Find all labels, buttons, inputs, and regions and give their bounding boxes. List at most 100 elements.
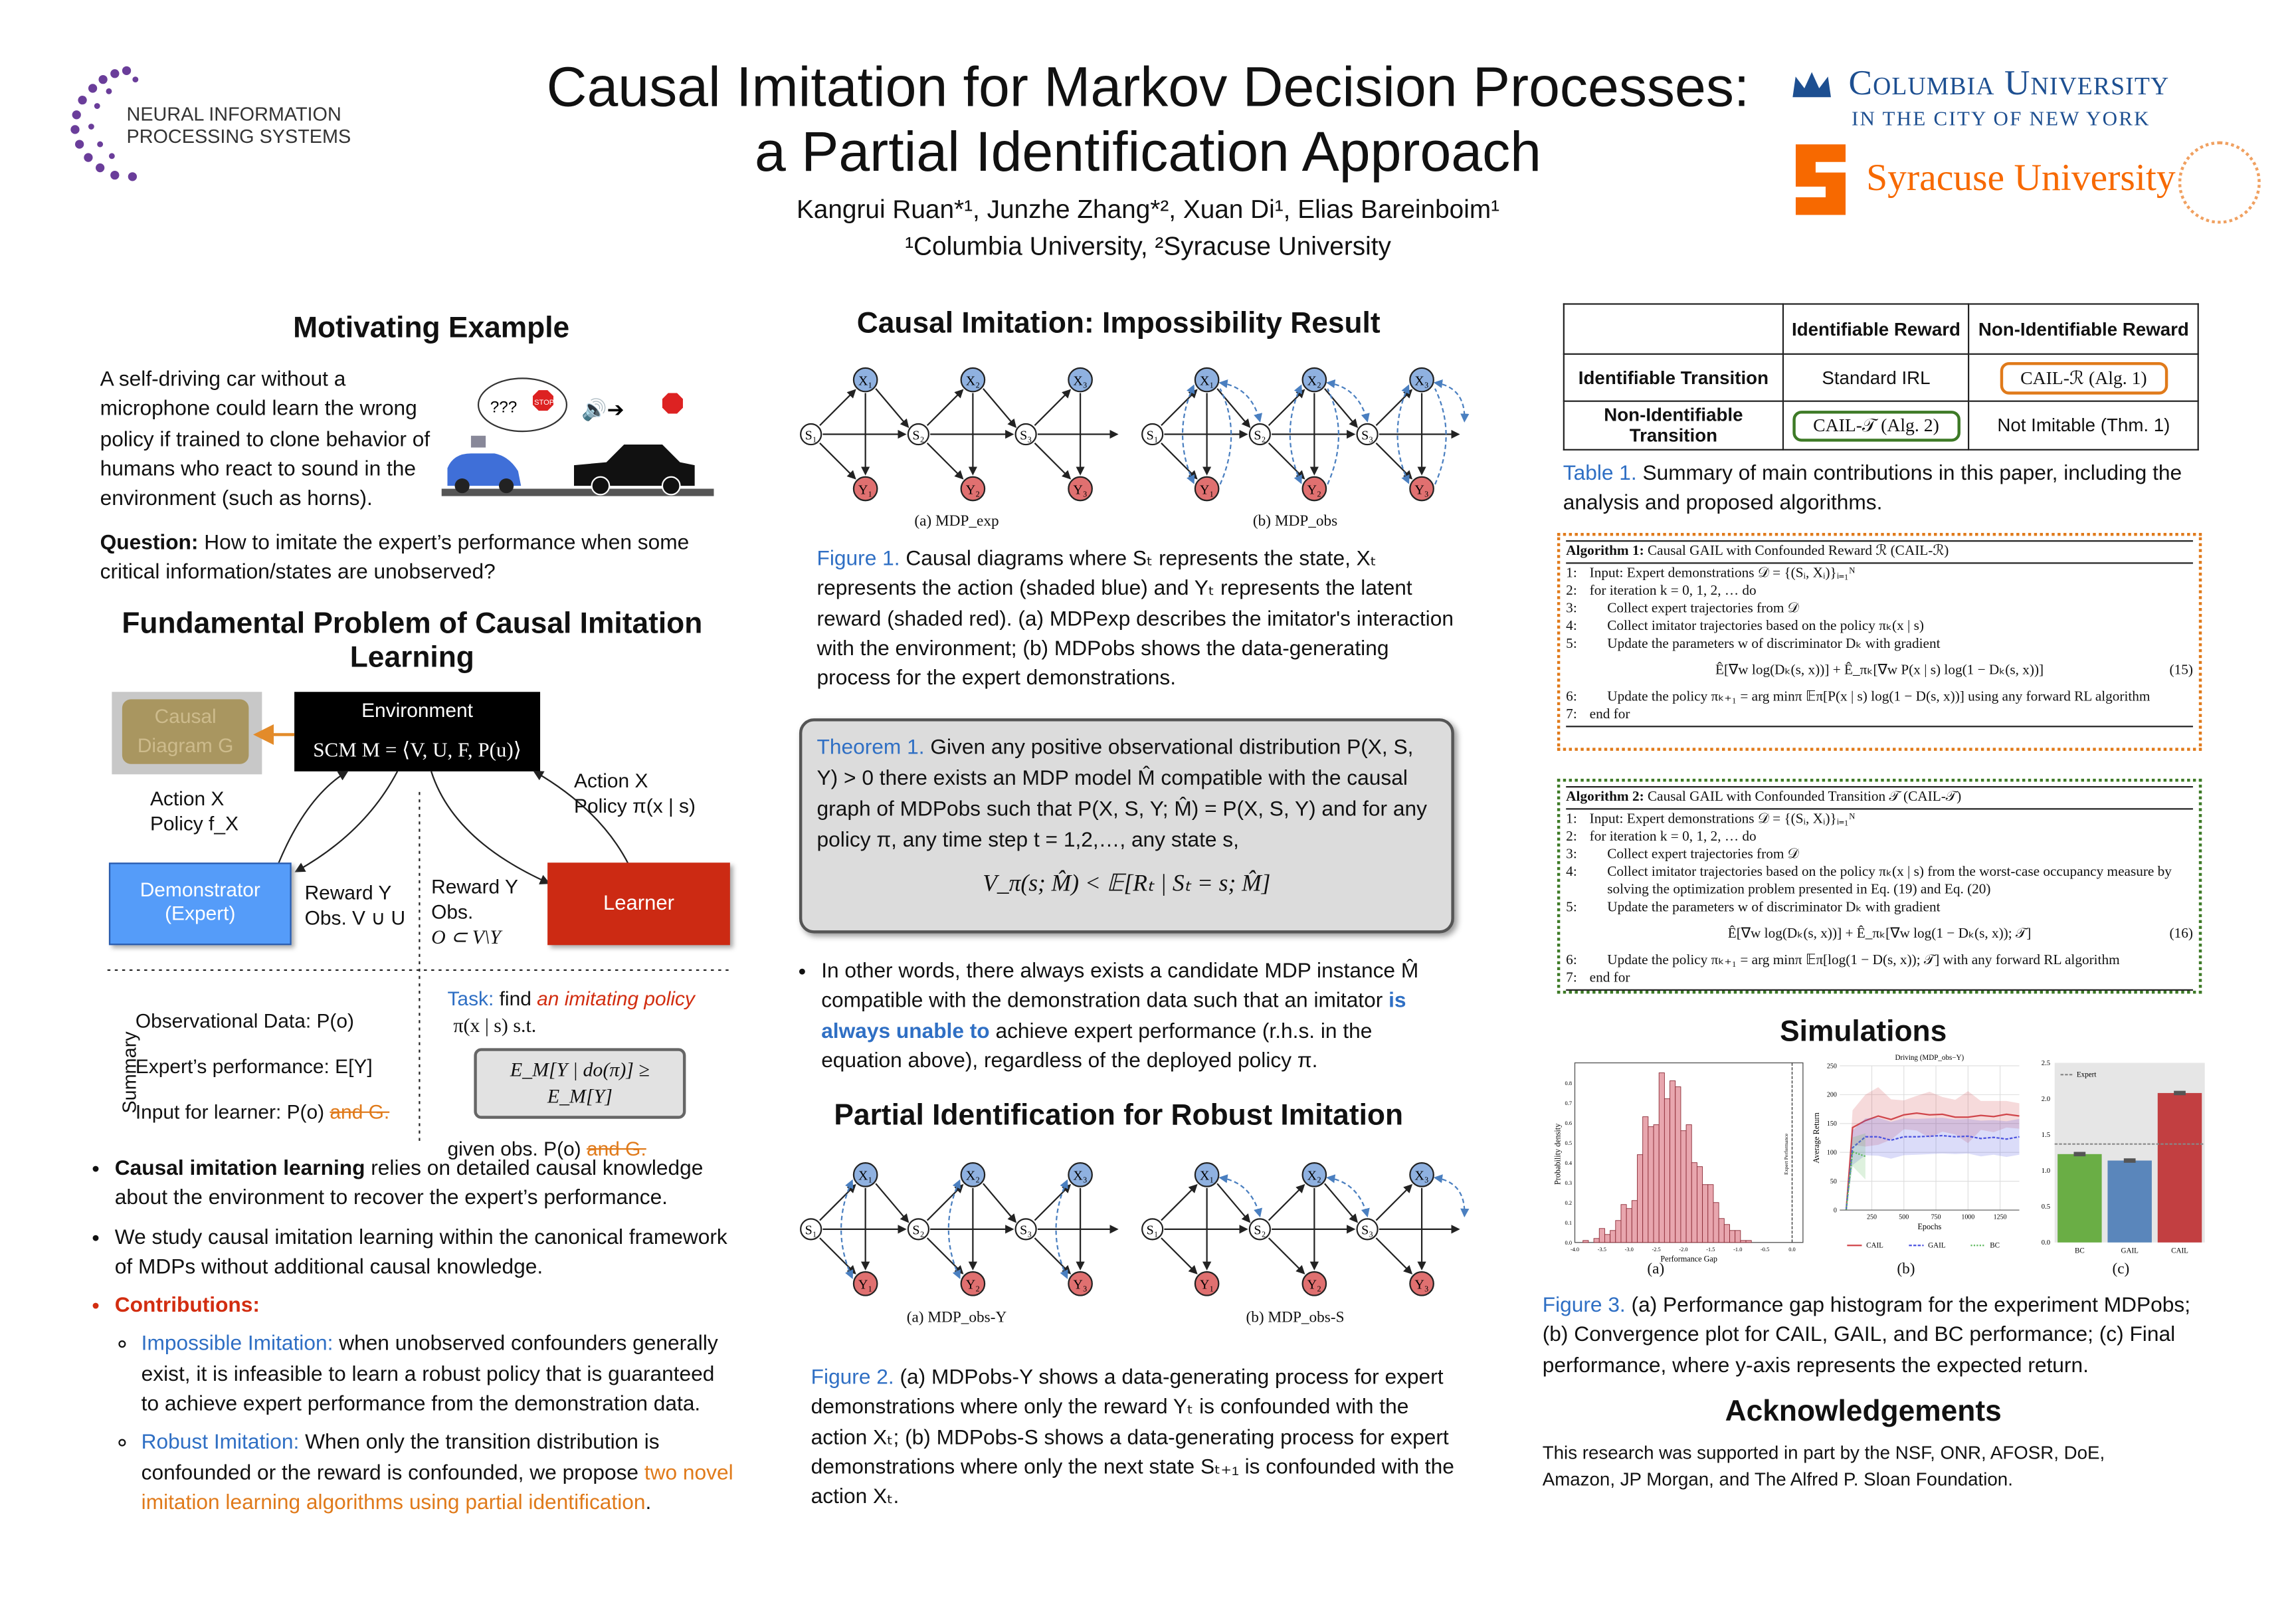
algorithm-equation: Ê[∇w log(Dₖ(s, x))] + Ê_πₖ[∇w log(1 − Dₖ… bbox=[1566, 926, 2193, 944]
algorithm-line: 4: Collect imitator trajectories based on… bbox=[1566, 618, 2193, 636]
line-number: 4: bbox=[1566, 618, 1577, 635]
equation-text: Ê[∇w log(Dₖ(s, x))] + Ê_πₖ[∇w log(1 − Dₖ… bbox=[1727, 926, 2032, 942]
reward-node bbox=[1194, 476, 1220, 502]
action-node bbox=[1194, 1162, 1220, 1187]
edge-s-x bbox=[1375, 1183, 1413, 1221]
reward-node-label: Y₃ bbox=[1414, 482, 1428, 497]
equation-number: (15) bbox=[2169, 662, 2193, 679]
action-policy-left: Action X Policy f_X bbox=[150, 786, 239, 836]
line-y-tick: 250 bbox=[1827, 1063, 1837, 1070]
figure-3-caption: Figure 3. (a) Performance gap histogram … bbox=[1543, 1291, 2205, 1381]
reward-left: Reward Y bbox=[304, 882, 392, 904]
reward-obs-right: Reward Y Obs. O ⊂ V\Y bbox=[431, 874, 518, 950]
policy-right: Policy π(x | s) bbox=[574, 795, 696, 817]
hist-bar bbox=[1604, 1234, 1611, 1243]
reward-node-label: Y₂ bbox=[966, 482, 980, 497]
columbia-subtitle: IN THE CITY OF NEW YORK bbox=[1851, 108, 2151, 132]
reward-node-label: Y₂ bbox=[1307, 482, 1321, 497]
thought-text: ??? bbox=[490, 398, 518, 416]
impossibility-heading: Causal Imitation: Impossibility Result bbox=[856, 308, 1381, 340]
syracuse-seal bbox=[2178, 141, 2261, 224]
legend-label: BC bbox=[1990, 1242, 2000, 1250]
line-number: 4: bbox=[1566, 864, 1577, 880]
confounder-x-s bbox=[1433, 1174, 1470, 1218]
question: Question: How to imitate the expert’s pe… bbox=[100, 528, 733, 588]
summary-obs-data: Observational Data: P(o) bbox=[135, 1009, 354, 1032]
hist-x-tick: -4.0 bbox=[1571, 1247, 1579, 1253]
state-node bbox=[1356, 423, 1379, 446]
line-title: Driving (MDP_obs−Y) bbox=[1895, 1054, 1964, 1062]
edge-x-s bbox=[875, 1183, 909, 1223]
edge-x-s bbox=[875, 388, 909, 429]
state-node bbox=[907, 423, 930, 446]
reward-node-label: Y₁ bbox=[1200, 482, 1214, 497]
state-node-label: S₂ bbox=[1254, 1223, 1266, 1238]
task-policy: an imitating policy bbox=[537, 987, 695, 1010]
line-x-tick: 250 bbox=[1867, 1213, 1877, 1221]
action-node bbox=[1409, 367, 1434, 393]
reward-node bbox=[852, 476, 878, 502]
hist-y-tick: 0.7 bbox=[1565, 1100, 1573, 1106]
state-node bbox=[1014, 423, 1037, 446]
algorithm-equation: Ê[∇w log(Dₖ(s, x))] + Ê_πₖ[∇w P(x | s) l… bbox=[1566, 662, 2193, 680]
confounder-y-x bbox=[1434, 388, 1447, 485]
figure-1-caption: Figure 1. Causal diagrams where Sₜ repre… bbox=[817, 545, 1465, 694]
edge-s-y bbox=[1375, 443, 1413, 480]
line-number: 1: bbox=[1566, 565, 1577, 582]
cell-cail-r: CAIL-ℛ (Alg. 1) bbox=[2000, 361, 2168, 394]
fig2-text: (a) MDPobs-Y shows a data-generating pro… bbox=[811, 1366, 1454, 1510]
hist-bar bbox=[1685, 1124, 1692, 1243]
hist-bar bbox=[1648, 1126, 1654, 1243]
confounder-x-y bbox=[947, 1179, 961, 1279]
reward-node-label: Y₂ bbox=[966, 1278, 980, 1292]
bullet-1-bold: Causal imitation learning bbox=[114, 1157, 365, 1181]
hist-bar bbox=[1626, 1208, 1632, 1243]
affiliations: ¹Columbia University, ²Syracuse Universi… bbox=[905, 231, 1391, 261]
action-node-label: X₂ bbox=[1307, 373, 1321, 388]
diagram-arrows bbox=[107, 724, 730, 1143]
demonstrator-box: Demonstrator (Expert) bbox=[108, 863, 292, 946]
columbia-name: Columbia University bbox=[1848, 64, 2170, 104]
syracuse-name: Syracuse University bbox=[1866, 155, 2176, 199]
c2-end: . bbox=[645, 1491, 652, 1515]
line-text: Collect imitator trajectories based on t… bbox=[1607, 864, 2172, 898]
action-node-label: X₃ bbox=[1073, 1169, 1087, 1183]
algorithm-1: Algorithm 1: Causal GAIL with Confounded… bbox=[1557, 532, 2202, 751]
figure-2-caption: Figure 2. (a) MDPobs-Y shows a data-gene… bbox=[811, 1363, 1466, 1512]
environment-box: Environment SCM M = ⟨V, U, F, P(u)⟩ bbox=[294, 692, 541, 771]
figure-1-graphs: S₁ X₁ Y₁ S₂ X₂ Y₂ S₃ X₃ Y₃ S₁ X₁ Y₁ S₂ X₂ Y₂ S₃ X₃ Y₃ bbox=[800, 367, 1470, 502]
alg-title-bold: Algorithm 1: bbox=[1566, 543, 1644, 559]
fig2b-caption: (b) MDP_obs-S bbox=[1246, 1310, 1345, 1327]
syracuse-logo: Syracuse University bbox=[1792, 141, 2266, 230]
hist-bar bbox=[1745, 1240, 1752, 1243]
equation-number: (16) bbox=[2169, 926, 2193, 942]
edge-s-y bbox=[1375, 1237, 1413, 1274]
algorithm-line: 5: Update the parameters w of discriminat… bbox=[1566, 636, 2193, 654]
crown-icon bbox=[1792, 72, 1831, 98]
title-line-1: Causal Imitation for Markov Decision Pro… bbox=[546, 57, 1750, 120]
reward-node bbox=[1194, 1270, 1220, 1296]
road bbox=[441, 488, 714, 496]
bar-x-tick: GAIL bbox=[2121, 1247, 2139, 1255]
state-node-label: S₁ bbox=[1147, 1223, 1159, 1238]
line-number: 7: bbox=[1566, 969, 1577, 987]
hist-y-tick: 0.0 bbox=[1565, 1240, 1573, 1246]
scm-label: SCM M = ⟨V, U, F, P(u)⟩ bbox=[313, 740, 522, 763]
hist-bar bbox=[1631, 1200, 1638, 1243]
summary-expert-perf: Expert’s performance: E[Y] bbox=[135, 1055, 373, 1078]
reward-node bbox=[1409, 476, 1434, 502]
state-node bbox=[1014, 1218, 1037, 1241]
state-node bbox=[907, 1218, 930, 1241]
task-pi: π(x | s) s.t. bbox=[453, 1014, 537, 1037]
line-text: Input: Expert demonstrations 𝒟 = {(Sᵢ, X… bbox=[1589, 565, 1856, 582]
fig1-text: Causal diagrams where Sₜ represents the … bbox=[816, 548, 1454, 691]
algorithm-line: 5: Update the parameters w of discriminat… bbox=[1566, 900, 2193, 918]
line-text: Update the parameters w of discriminator… bbox=[1607, 899, 1941, 916]
stop-sign-icon bbox=[532, 390, 553, 411]
action-node-label: X₂ bbox=[966, 1169, 980, 1183]
line-number: 5: bbox=[1566, 899, 1577, 916]
edge-x-s bbox=[1216, 1183, 1251, 1223]
error-bar bbox=[2073, 1152, 2086, 1157]
bar-bc bbox=[2057, 1154, 2102, 1243]
action-node bbox=[1301, 1162, 1327, 1187]
